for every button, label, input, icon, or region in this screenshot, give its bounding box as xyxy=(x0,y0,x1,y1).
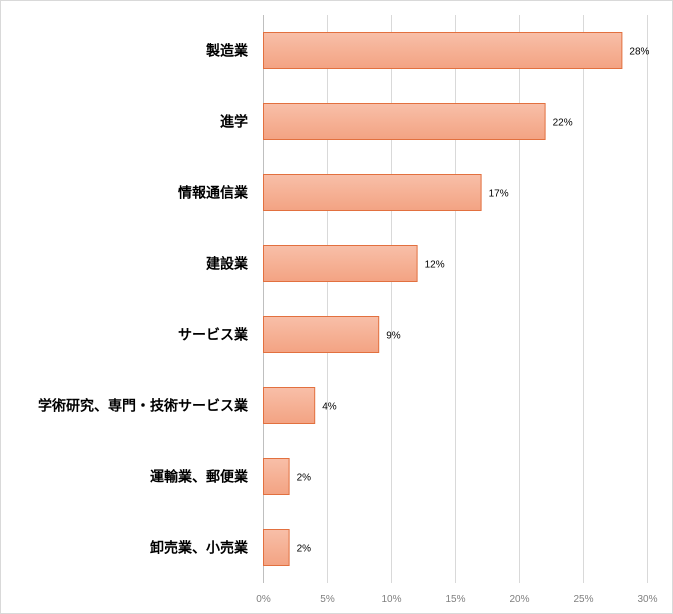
x-tick-label: 10% xyxy=(381,594,401,605)
x-tick-label: 25% xyxy=(573,594,593,605)
bar xyxy=(263,316,380,353)
category-label: サービス業 xyxy=(178,327,249,344)
data-label: 4% xyxy=(322,402,337,413)
x-tick-label: 0% xyxy=(256,594,271,605)
labels: 0% 5% 10% 15% 20% 25% 30% 製造業 28% 進学 22% 情報通信業 17% 建設… xyxy=(38,43,658,606)
bar xyxy=(263,32,623,69)
category-label: 学術研究、専門・技術サービス業 xyxy=(38,398,249,415)
x-tick-label: 15% xyxy=(445,594,465,605)
category-label: 卸売業、小売業 xyxy=(150,540,249,557)
bar xyxy=(263,458,290,495)
data-label: 12% xyxy=(425,260,445,271)
gridlines xyxy=(263,15,648,583)
bar xyxy=(263,529,290,566)
bars xyxy=(263,32,623,566)
category-label: 製造業 xyxy=(205,43,249,60)
x-tick-label: 30% xyxy=(637,594,657,605)
bar xyxy=(263,174,482,211)
category-label: 運輸業、郵便業 xyxy=(150,469,249,486)
data-label: 9% xyxy=(386,331,401,342)
data-label: 22% xyxy=(553,118,573,129)
category-label: 建設業 xyxy=(206,256,249,273)
bar xyxy=(263,245,418,282)
category-label: 情報通信業 xyxy=(178,185,249,202)
x-tick-label: 20% xyxy=(509,594,529,605)
data-label: 2% xyxy=(297,544,312,555)
data-label: 17% xyxy=(489,189,509,200)
bar xyxy=(263,387,316,424)
data-label: 2% xyxy=(297,473,312,484)
x-tick-label: 5% xyxy=(320,594,335,605)
category-label: 進学 xyxy=(220,114,248,131)
data-label: 28% xyxy=(629,47,649,58)
bar xyxy=(263,103,546,140)
